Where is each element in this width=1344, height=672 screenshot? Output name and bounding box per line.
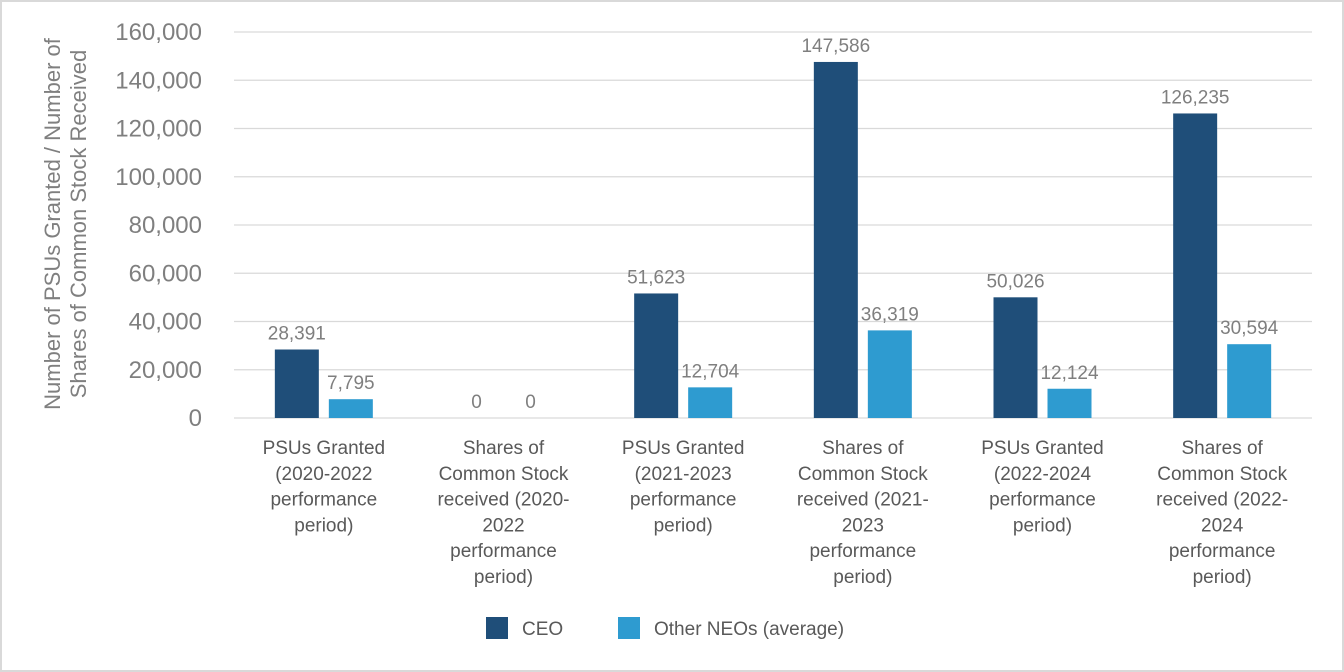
data-label: 147,586 <box>801 36 870 57</box>
x-axis-categories: PSUs Granted (2020-2022 performance period)… <box>263 438 1289 588</box>
y-axis-label: Number of PSUs Granted / Number ofShares… <box>40 37 91 410</box>
x-category-label: PSUs Granted (2020-2022 performance period) <box>263 438 386 536</box>
data-label: 51,623 <box>627 267 685 288</box>
data-label: 126,235 <box>1161 87 1230 108</box>
x-category-label: Shares of Common Stock received (2022-2024… <box>1156 438 1288 588</box>
x-category-label: PSUs Granted (2021-2023 performance period) <box>622 438 745 536</box>
y-tick-label: 40,000 <box>129 309 202 336</box>
data-label: 28,391 <box>268 324 326 345</box>
gridlines <box>234 31 1312 419</box>
bar-other-neos <box>688 387 733 418</box>
data-label: 7,795 <box>327 373 375 394</box>
y-tick-label: 0 <box>189 405 202 432</box>
bar-other-neos <box>1227 344 1272 418</box>
x-category-label: Shares of Common Stock received (2021-2023… <box>797 438 929 588</box>
y-tick-label: 80,000 <box>129 212 202 239</box>
bar-ceo <box>813 61 858 418</box>
data-labels: 28,391 7,795 0 0 51,623 12,704 147,586 36,319 50… <box>268 36 1279 413</box>
data-label: 0 <box>471 392 482 413</box>
y-axis-title: Number of PSUs Granted / Number ofShares… <box>40 37 91 410</box>
legend-label: CEO <box>522 619 563 640</box>
bar-ceo <box>274 349 319 418</box>
bar-other-neos <box>328 399 373 418</box>
x-category-label: PSUs Granted (2022-2024 performance period) <box>981 438 1104 536</box>
data-label: 12,704 <box>681 361 740 382</box>
data-label: 30,594 <box>1220 318 1279 339</box>
bar-ceo <box>993 297 1038 418</box>
bar-ceo <box>1173 113 1218 418</box>
legend: CEO Other NEOs (average) <box>486 617 844 640</box>
x-category-label: Shares of Common Stock received (2020-2022… <box>437 438 569 588</box>
y-tick-label: 100,000 <box>115 164 202 191</box>
bar-other-neos <box>867 330 912 418</box>
y-tick-label: 60,000 <box>129 260 202 287</box>
legend-swatch <box>486 617 508 639</box>
legend-swatch <box>618 617 640 639</box>
y-tick-label: 160,000 <box>115 19 202 46</box>
data-label: 36,319 <box>861 304 919 325</box>
y-axis-ticks: 0 20,000 40,000 60,000 80,000 100,000 120,000 1… <box>115 19 202 432</box>
y-tick-label: 120,000 <box>115 116 202 143</box>
y-tick-label: 20,000 <box>129 357 202 384</box>
bar-other-neos <box>1047 388 1092 418</box>
data-label: 50,026 <box>986 271 1044 292</box>
y-tick-label: 140,000 <box>115 67 202 94</box>
data-label: 0 <box>525 392 536 413</box>
bars <box>274 61 1272 418</box>
data-label: 12,124 <box>1040 363 1099 384</box>
legend-label: Other NEOs (average) <box>654 619 844 640</box>
bar-ceo <box>634 293 679 418</box>
